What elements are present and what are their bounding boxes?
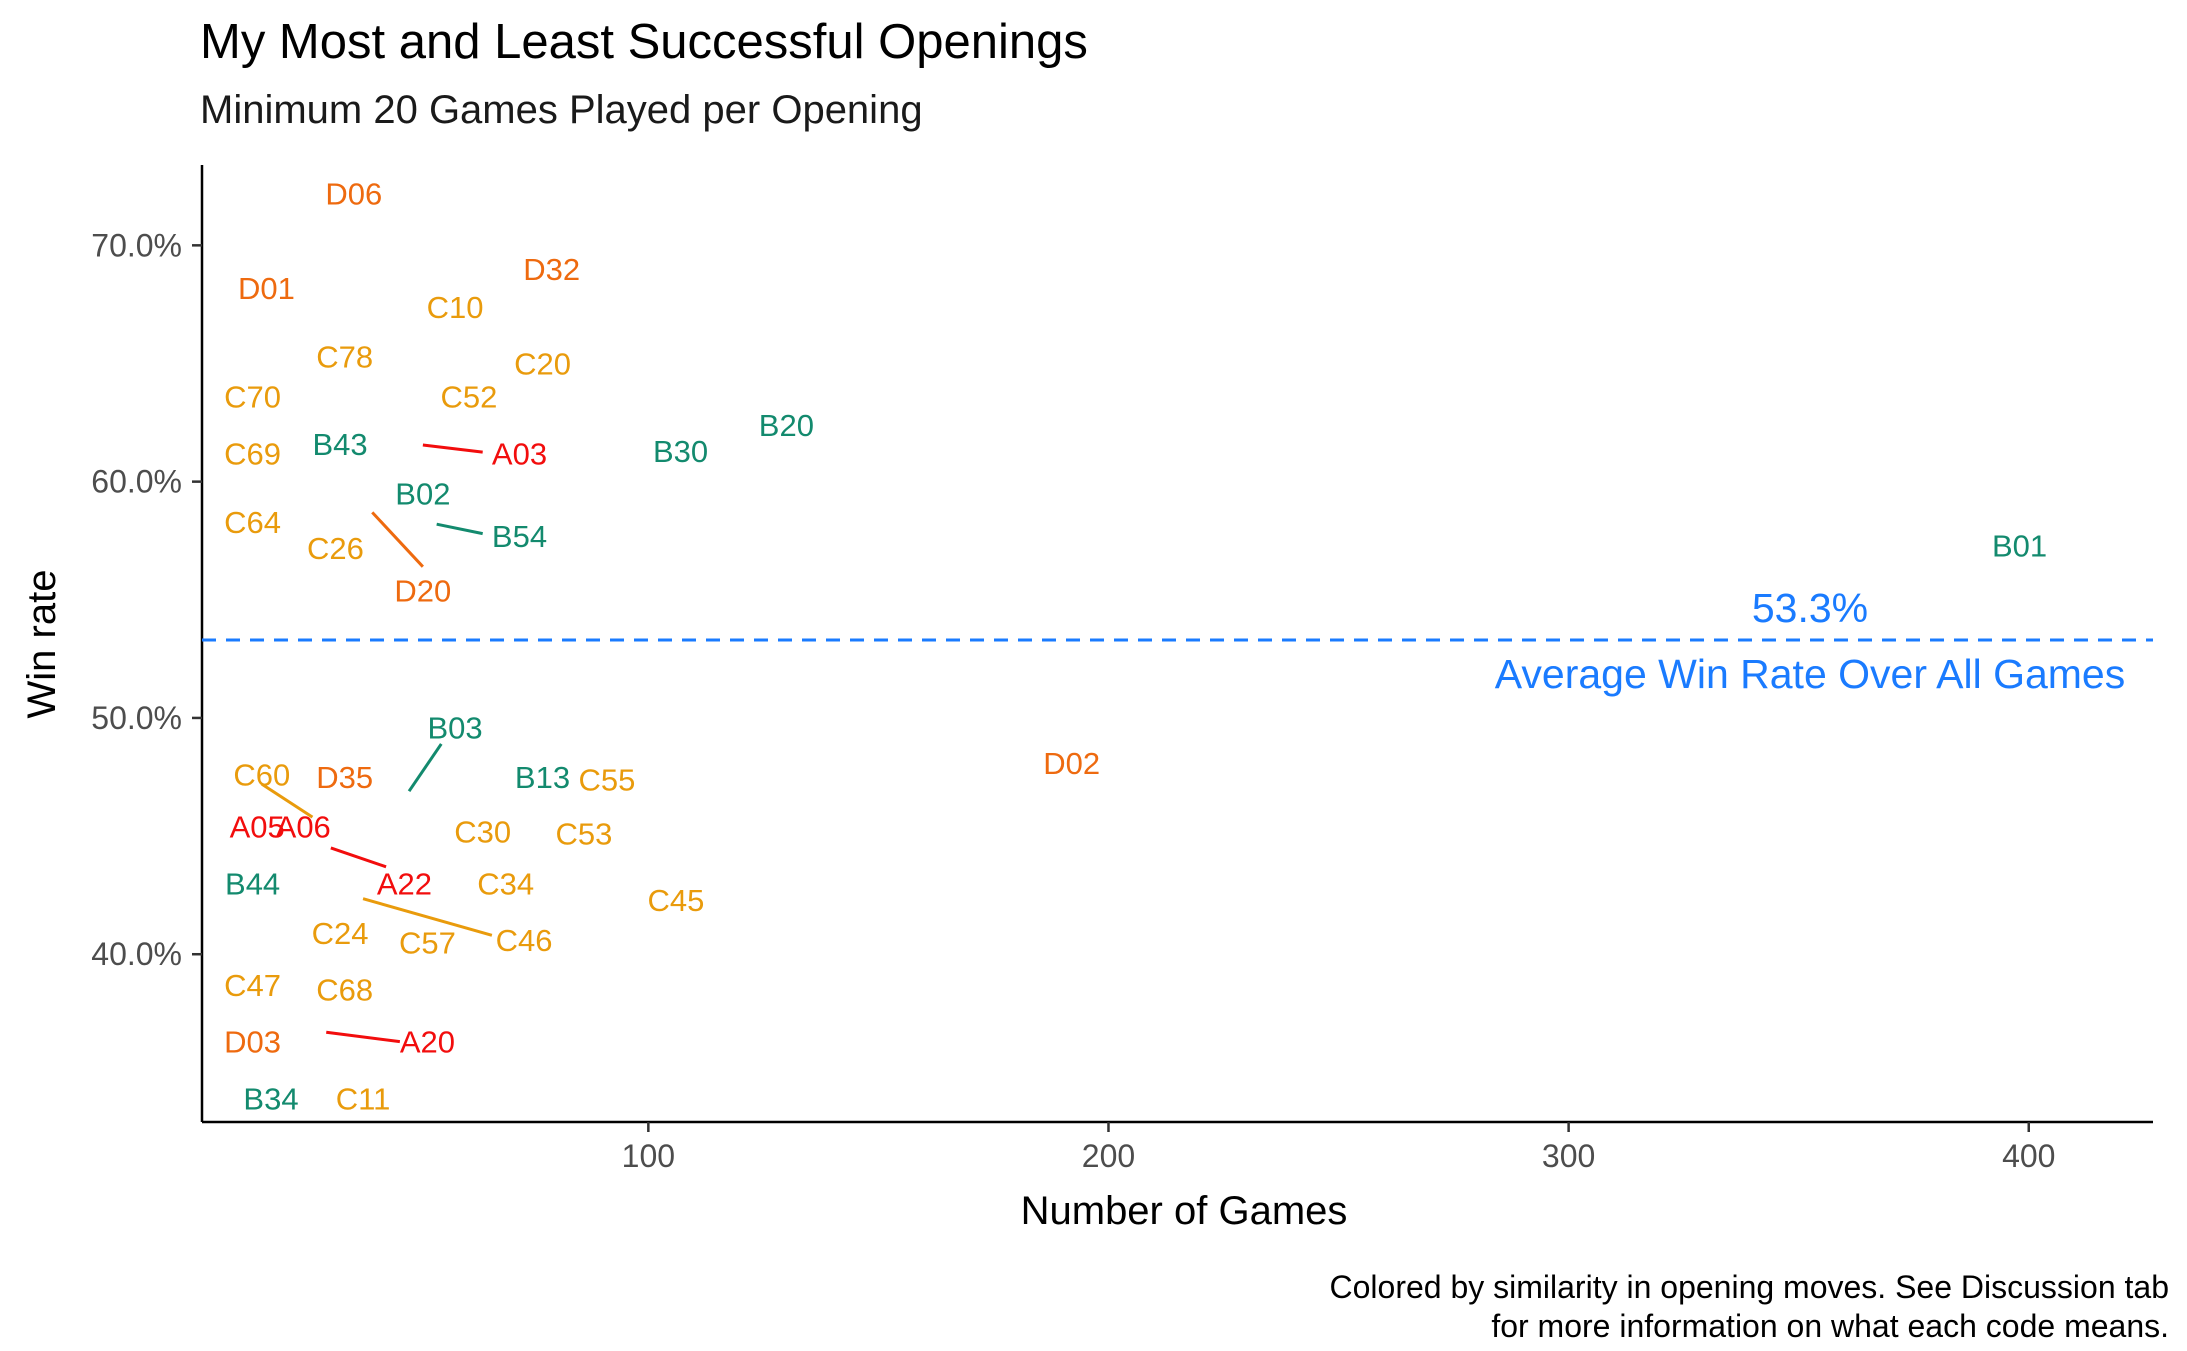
y-tick-label: 40.0% — [91, 936, 182, 972]
label-connector — [407, 743, 443, 793]
point-label-a03: A03 — [492, 436, 547, 471]
label-connector — [326, 1030, 401, 1044]
point-label-c24: C24 — [312, 916, 369, 951]
point-label-d06: D06 — [325, 176, 382, 211]
point-label-d32: D32 — [523, 252, 580, 287]
point-label-c30: C30 — [454, 814, 511, 849]
point-label-b54: B54 — [492, 519, 547, 554]
point-label-d20: D20 — [394, 573, 451, 608]
point-label-c57: C57 — [399, 925, 456, 960]
point-label-c10: C10 — [427, 290, 484, 325]
x-tick-label: 300 — [1542, 1138, 1595, 1174]
reference-line-group: 53.3% Average Win Rate Over All Games — [202, 585, 2153, 697]
x-axis-title: Number of Games — [1021, 1189, 1348, 1233]
point-label-c55: C55 — [578, 762, 635, 797]
point-label-c26: C26 — [307, 531, 364, 566]
point-label-b20: B20 — [759, 408, 814, 443]
point-label-c64: C64 — [224, 505, 281, 540]
point-label-b34: B34 — [243, 1081, 298, 1116]
point-label-a22: A22 — [377, 866, 432, 901]
chart-caption: Colored by similarity in opening moves. … — [769, 1268, 2170, 1346]
caption-line-1: Colored by similarity in opening moves. … — [1329, 1269, 2170, 1305]
point-label-c69: C69 — [224, 436, 281, 471]
point-label-d01: D01 — [238, 271, 295, 306]
point-label-a20: A20 — [400, 1025, 455, 1060]
chart-title: My Most and Least Successful Openings — [200, 15, 1088, 69]
y-axis-title: Win rate — [20, 570, 64, 719]
point-label-a06: A06 — [276, 810, 331, 845]
point-label-d35: D35 — [316, 760, 373, 795]
point-label-a05: A05 — [230, 810, 285, 845]
point-label-c45: C45 — [648, 883, 705, 918]
point-label-c20: C20 — [514, 346, 571, 381]
label-connector — [436, 522, 483, 536]
axes: 100 200 300 400 40.0% 50.0% 60.0% 70.0% — [91, 165, 2153, 1174]
y-tick-label: 70.0% — [91, 227, 182, 263]
point-label-c47: C47 — [224, 968, 281, 1003]
point-label-c68: C68 — [316, 973, 373, 1008]
point-label-b30: B30 — [653, 434, 708, 469]
point-labels: D06 D01 D32 C10 C78 C20 C70 C52 B20 C69 B43 A03 B30 B… — [224, 176, 2047, 1116]
average-description-label: Average Win Rate Over All Games — [1495, 651, 2125, 697]
point-label-c52: C52 — [440, 380, 497, 415]
x-tick-label: 400 — [2002, 1138, 2055, 1174]
average-value-label: 53.3% — [1752, 585, 1868, 631]
label-connector — [330, 846, 387, 869]
point-label-c60: C60 — [233, 758, 290, 793]
point-label-c53: C53 — [555, 817, 612, 852]
label-connector — [362, 897, 493, 937]
caption-line-2: for more information on what each code m… — [1491, 1308, 2169, 1344]
point-label-c11: C11 — [336, 1081, 391, 1116]
point-label-d02: D02 — [1043, 746, 1100, 781]
point-label-c34: C34 — [477, 866, 534, 901]
point-label-b13: B13 — [515, 760, 570, 795]
point-label-b02: B02 — [395, 476, 450, 511]
y-tick-label: 60.0% — [91, 464, 182, 500]
point-label-c46: C46 — [496, 923, 553, 958]
y-tick-label: 50.0% — [91, 700, 182, 736]
label-connector — [422, 443, 483, 454]
point-label-b44: B44 — [225, 866, 280, 901]
point-label-b01: B01 — [1992, 528, 2047, 563]
point-label-c70: C70 — [224, 380, 281, 415]
point-label-b43: B43 — [312, 427, 367, 462]
label-connector — [371, 511, 424, 568]
point-label-c78: C78 — [316, 339, 373, 374]
point-label-b03: B03 — [427, 710, 482, 745]
point-label-d03: D03 — [224, 1025, 281, 1060]
chart-subtitle: Minimum 20 Games Played per Opening — [200, 88, 923, 132]
x-tick-label: 200 — [1082, 1138, 1135, 1174]
label-connectors — [260, 443, 493, 1044]
label-connector — [260, 782, 314, 819]
x-tick-label: 100 — [622, 1138, 675, 1174]
